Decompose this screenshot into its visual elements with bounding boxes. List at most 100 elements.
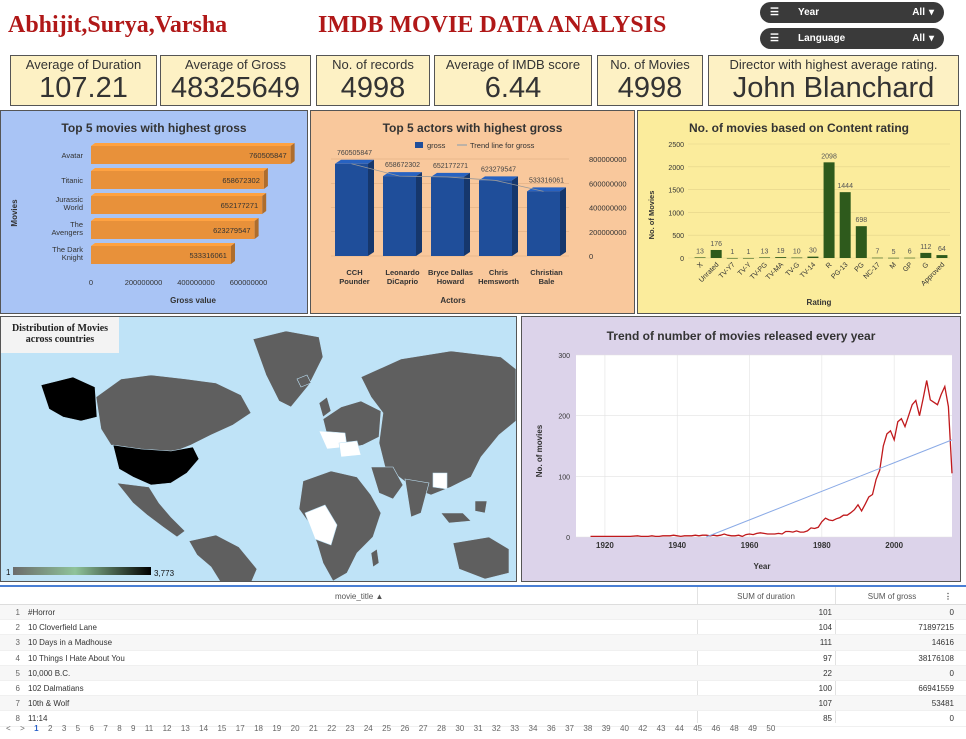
duration-cell: 101 bbox=[818, 608, 832, 617]
column-header-title[interactable]: movie_title ▲ bbox=[335, 592, 384, 601]
page-number-button[interactable]: 22 bbox=[327, 724, 337, 733]
data-label: 533316061 bbox=[529, 177, 564, 184]
page-number-button[interactable]: 33 bbox=[510, 724, 520, 733]
language-filter-label: Language bbox=[798, 33, 846, 44]
row-index: 2 bbox=[15, 623, 20, 633]
page-number-button[interactable]: 30 bbox=[455, 724, 465, 733]
page-number-button[interactable]: 13 bbox=[180, 724, 190, 733]
year-filter[interactable]: ☰ Year All ▾ bbox=[760, 2, 944, 23]
page-number-button[interactable]: 32 bbox=[491, 724, 501, 733]
table-row[interactable]: 5 10,000 B.C. 22 0 bbox=[0, 665, 966, 681]
series-line bbox=[590, 380, 953, 538]
category-label: Leonardo bbox=[385, 268, 420, 277]
table-row[interactable]: 2 10 Cloverfield Lane 104 71897215 bbox=[0, 620, 966, 636]
asia-region bbox=[360, 350, 516, 496]
table-row[interactable]: 7 10th & Wolf 107 53481 bbox=[0, 696, 966, 712]
data-label: 623279547 bbox=[481, 166, 516, 173]
table-row[interactable]: 6 102 Dalmatians 100 66941559 bbox=[0, 681, 966, 697]
page-number-button[interactable]: 11 bbox=[144, 724, 154, 733]
page-number-button[interactable]: 34 bbox=[528, 724, 538, 733]
tick-label: 800000000 bbox=[589, 155, 627, 164]
bar bbox=[91, 146, 291, 164]
table-header: movie_title ▲ SUM of duration SUM of gro… bbox=[0, 587, 966, 605]
duration-cell: 85 bbox=[823, 714, 832, 724]
prev-page-button[interactable]: < bbox=[6, 724, 11, 733]
page-number-button[interactable]: 18 bbox=[254, 724, 263, 733]
category-label: Titanic bbox=[61, 176, 83, 185]
category-label: TV-MA bbox=[765, 261, 785, 281]
page-number-button[interactable]: 19 bbox=[272, 724, 282, 733]
page-number-button[interactable]: 38 bbox=[583, 724, 593, 733]
tick-label: 600000000 bbox=[230, 278, 268, 287]
bar-side bbox=[230, 243, 235, 264]
more-options-icon[interactable]: ⋮ bbox=[944, 592, 952, 601]
data-label: 533316061 bbox=[189, 251, 227, 260]
page-number-button[interactable]: 12 bbox=[162, 724, 172, 733]
page-number-button[interactable]: 25 bbox=[382, 724, 392, 733]
page-number-button[interactable]: 39 bbox=[601, 724, 611, 733]
page-number-button[interactable]: 50 bbox=[766, 724, 776, 733]
tick-label: 200 bbox=[558, 414, 570, 421]
data-label: 30 bbox=[809, 248, 817, 255]
page-number-button[interactable]: 49 bbox=[748, 724, 757, 733]
bar-side bbox=[464, 172, 470, 256]
language-filter[interactable]: ☰ Language All ▾ bbox=[760, 28, 944, 49]
category-label: Jurassic bbox=[55, 195, 83, 204]
page-number-button[interactable]: 6 bbox=[89, 724, 94, 733]
year-filter-label: Year bbox=[798, 7, 820, 18]
page-number-button[interactable]: 17 bbox=[235, 724, 245, 733]
gross-cell: 66941559 bbox=[918, 683, 954, 693]
next-page-button[interactable]: > bbox=[20, 724, 25, 733]
table-row[interactable]: 3 10 Days in a Madhouse 111 14616 bbox=[0, 635, 966, 651]
page-number-button[interactable]: 36 bbox=[546, 724, 556, 733]
row-index: 3 bbox=[15, 638, 20, 648]
bar bbox=[527, 191, 560, 256]
category-label: The Dark bbox=[52, 245, 83, 254]
page-number-button[interactable]: 14 bbox=[199, 724, 209, 733]
page-number-button[interactable]: 2 bbox=[47, 724, 53, 733]
table-row[interactable]: 8 11:14 85 0 bbox=[0, 711, 966, 727]
category-label: NC-17 bbox=[863, 261, 882, 280]
tick-label: 1940 bbox=[668, 541, 686, 550]
page-number-button[interactable]: 26 bbox=[400, 724, 410, 733]
page-number-button[interactable]: 7 bbox=[103, 724, 108, 733]
page-number-button[interactable]: 40 bbox=[620, 724, 629, 733]
page-number-button[interactable]: 37 bbox=[565, 724, 575, 733]
page-number-button[interactable]: 48 bbox=[729, 724, 739, 733]
bar bbox=[335, 163, 368, 256]
category-label: PG-13 bbox=[830, 261, 849, 280]
table-row[interactable]: 4 10 Things I Hate About You 97 38176108 bbox=[0, 651, 966, 666]
tick-label: 600000000 bbox=[589, 179, 627, 188]
category-label: CCH bbox=[346, 268, 362, 277]
page-number-button[interactable]: 3 bbox=[61, 724, 67, 733]
column-header-gross[interactable]: SUM of gross bbox=[867, 592, 917, 601]
page-number-button[interactable]: 1 bbox=[34, 724, 39, 733]
page-number-button[interactable]: 43 bbox=[656, 724, 666, 733]
world-map[interactable]: 1 3,773 bbox=[1, 317, 517, 582]
uk-region bbox=[296, 374, 312, 388]
page-number-button[interactable]: 15 bbox=[217, 724, 227, 733]
page-number-button[interactable]: 44 bbox=[674, 724, 684, 733]
bar bbox=[91, 221, 255, 239]
page-number-button[interactable]: 45 bbox=[693, 724, 703, 733]
page-number-button[interactable]: 28 bbox=[437, 724, 446, 733]
tick-label: 1980 bbox=[813, 541, 831, 550]
page-number-button[interactable]: 46 bbox=[711, 724, 721, 733]
category-label: Knight bbox=[62, 253, 84, 262]
page-number-button[interactable]: 23 bbox=[345, 724, 355, 733]
page-number-button[interactable]: 8 bbox=[117, 724, 122, 733]
page-number-button[interactable]: 21 bbox=[308, 724, 318, 733]
page-number-button[interactable]: 42 bbox=[638, 724, 648, 733]
page-number-button[interactable]: 9 bbox=[131, 724, 136, 733]
duration-cell: 111 bbox=[819, 638, 832, 648]
page-number-button[interactable]: 20 bbox=[290, 724, 300, 733]
movie-title-cell: 10 Things I Hate About You bbox=[28, 653, 125, 663]
category-label: X bbox=[696, 261, 704, 269]
page-number-button[interactable]: 24 bbox=[363, 724, 373, 733]
table-row[interactable]: 1 #Horror 101 0 bbox=[0, 605, 966, 621]
page-number-button[interactable]: 5 bbox=[75, 724, 81, 733]
page-number-button[interactable]: 31 bbox=[473, 724, 483, 733]
page-number-button[interactable]: 27 bbox=[418, 724, 428, 733]
data-label: 112 bbox=[920, 244, 931, 251]
column-header-duration[interactable]: SUM of duration bbox=[737, 592, 795, 601]
